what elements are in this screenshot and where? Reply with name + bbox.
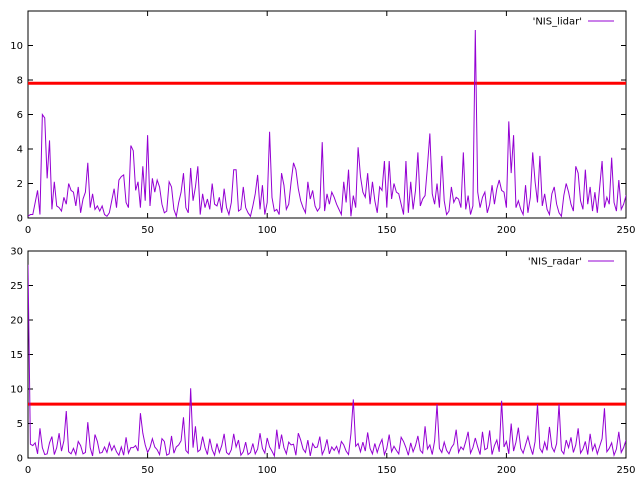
radar-x-tick-label: 0 bbox=[25, 465, 31, 476]
radar-y-tick-label: 20 bbox=[10, 316, 23, 327]
radar-y-tick-label: 5 bbox=[17, 419, 23, 430]
lidar-y-tick-label: 6 bbox=[17, 110, 23, 121]
radar-x-tick-label: 250 bbox=[616, 465, 635, 476]
radar-x-tick-label: 100 bbox=[258, 465, 277, 476]
lidar-x-tick-label: 150 bbox=[377, 225, 396, 236]
radar-x-tick-label: 200 bbox=[497, 465, 516, 476]
lidar-x-tick-label: 0 bbox=[25, 225, 31, 236]
radar-legend-label: 'NIS_radar' bbox=[528, 257, 582, 268]
lidar-series-line bbox=[28, 29, 626, 218]
lidar-y-tick-label: 2 bbox=[17, 179, 23, 190]
lidar-y-tick-label: 0 bbox=[17, 214, 23, 225]
radar-x-tick-label: 150 bbox=[377, 465, 396, 476]
radar-y-tick-label: 0 bbox=[17, 454, 23, 465]
radar-y-tick-label: 30 bbox=[10, 247, 23, 258]
lidar-y-tick-label: 8 bbox=[17, 76, 23, 87]
radar-y-tick-label: 10 bbox=[10, 385, 23, 396]
nis-radar-panel: 0 50 100 150 200 250 0 5 10 15 20 25 30 'NIS_radar' bbox=[10, 247, 635, 477]
radar-x-tick-label: 50 bbox=[141, 465, 154, 476]
nis-lidar-panel: 0 50 100 150 200 250 0 2 4 6 8 10 'NIS_lidar' bbox=[10, 10, 636, 236]
lidar-x-tick-label: 50 bbox=[141, 225, 154, 236]
radar-y-tick-label: 15 bbox=[10, 350, 23, 361]
radar-y-tick-label: 25 bbox=[10, 281, 23, 292]
lidar-y-tick-label: 10 bbox=[10, 41, 23, 52]
radar-series-line bbox=[28, 264, 626, 458]
lidar-x-tick-label: 200 bbox=[497, 225, 516, 236]
lidar-y-tick-label: 4 bbox=[17, 145, 23, 156]
lidar-x-tick-label: 100 bbox=[258, 225, 277, 236]
lidar-x-tick-label: 250 bbox=[616, 225, 635, 236]
lidar-legend-label: 'NIS_lidar' bbox=[533, 17, 582, 28]
